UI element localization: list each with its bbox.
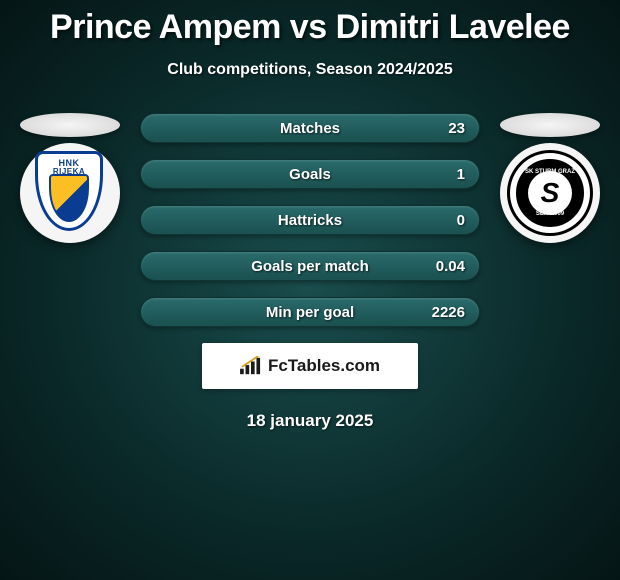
- stat-row: Goals per match 0.04: [140, 251, 480, 281]
- sturm-logo: SK STURM GRAZ SEIT 1909 S: [507, 150, 593, 236]
- team-right-badge: SK STURM GRAZ SEIT 1909 S: [500, 143, 600, 243]
- stat-label: Goals: [289, 166, 331, 183]
- comparison-content: HNK RIJEKA SK STURM GRAZ SEIT 1909 S M: [0, 113, 620, 431]
- stat-value: 0.04: [436, 258, 465, 275]
- stat-value: 0: [457, 212, 465, 229]
- stat-row: Matches 23: [140, 113, 480, 143]
- stat-label: Matches: [280, 120, 340, 137]
- subtitle: Club competitions, Season 2024/2025: [0, 61, 620, 79]
- rijeka-inner-shield: [49, 174, 89, 222]
- disc-shadow-right: [500, 113, 600, 137]
- stat-rows-container: Matches 23 Goals 1 Hattricks 0 Goals per…: [140, 113, 480, 327]
- stat-value: 1: [457, 166, 465, 183]
- team-left-badge: HNK RIJEKA: [20, 143, 120, 243]
- source-name: FcTables.com: [268, 356, 380, 376]
- chart-icon: [240, 356, 262, 376]
- stat-value: 2226: [432, 304, 465, 321]
- stat-row: Goals 1: [140, 159, 480, 189]
- page-title: Prince Ampem vs Dimitri Lavelee: [0, 0, 620, 47]
- stat-label: Hattricks: [278, 212, 342, 229]
- rijeka-logo: HNK RIJEKA: [35, 151, 105, 235]
- stat-value: 23: [448, 120, 465, 137]
- sturm-letter: S: [541, 177, 560, 209]
- stat-label: Goals per match: [251, 258, 369, 275]
- stat-row: Hattricks 0: [140, 205, 480, 235]
- badge-circle-right: SK STURM GRAZ SEIT 1909 S: [500, 143, 600, 243]
- disc-shadow-left: [20, 113, 120, 137]
- date-text: 18 january 2025: [0, 411, 620, 431]
- source-logo-box: FcTables.com: [202, 343, 418, 389]
- stat-label: Min per goal: [266, 304, 354, 321]
- badge-circle-left: HNK RIJEKA: [20, 143, 120, 243]
- stat-row: Min per goal 2226: [140, 297, 480, 327]
